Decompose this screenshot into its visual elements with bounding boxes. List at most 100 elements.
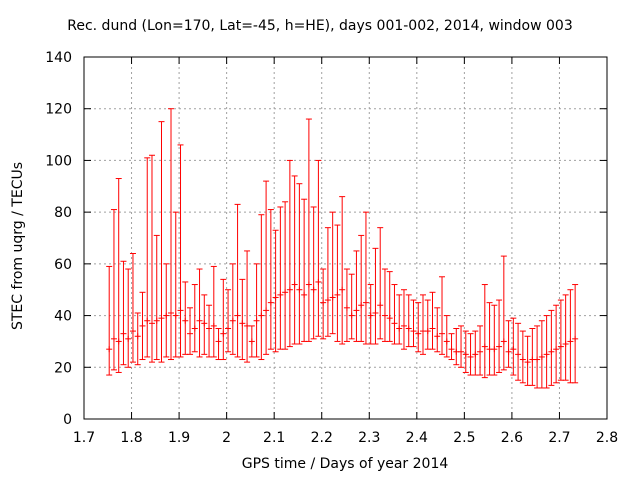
data-point — [334, 224, 341, 342]
data-point — [172, 211, 179, 358]
data-point — [234, 203, 241, 358]
data-point — [481, 284, 488, 379]
data-point — [429, 291, 436, 350]
data-point — [343, 268, 350, 342]
data-point — [253, 263, 260, 358]
data-point — [505, 320, 512, 368]
data-point — [248, 325, 255, 358]
data-point — [210, 265, 217, 358]
y-tick-label: 60 — [54, 257, 72, 273]
chart-title: Rec. dund (Lon=170, Lat=-45, h=HE), days… — [67, 18, 573, 34]
data-point — [458, 325, 465, 368]
axis-ticks: 1.7 1.8 1.9 2 2.1 2.2 2.3 2.4 2.5 2.6 2.7 2.8 0 20 40 6… — [45, 50, 618, 446]
data-point — [519, 330, 526, 384]
x-tick-label: 2.6 — [501, 430, 523, 446]
y-tick-label: 100 — [45, 153, 72, 169]
x-tick-label: 2.3 — [358, 430, 380, 446]
data-point — [120, 260, 127, 366]
data-point — [196, 268, 203, 358]
data-point — [386, 271, 393, 342]
data-point — [244, 250, 251, 363]
data-point — [272, 229, 279, 353]
data-point — [263, 180, 270, 355]
y-tick-label: 140 — [45, 50, 72, 66]
data-point — [182, 281, 189, 355]
x-tick-label: 2.2 — [311, 430, 333, 446]
data-point — [239, 278, 246, 361]
data-point — [529, 328, 536, 386]
data-point — [324, 227, 331, 337]
data-point — [220, 278, 227, 361]
data-point — [391, 284, 398, 345]
data-point — [315, 159, 322, 337]
data-point — [396, 294, 403, 345]
data-point — [148, 154, 155, 363]
data-point — [267, 209, 274, 350]
x-tick-label: 1.7 — [73, 430, 95, 446]
data-point — [168, 108, 175, 361]
x-tick-label: 1.9 — [168, 430, 190, 446]
data-point — [229, 263, 236, 355]
data-point — [443, 315, 450, 358]
data-point — [329, 211, 336, 335]
data-point — [372, 247, 379, 345]
data-point — [301, 198, 308, 342]
data-point — [424, 299, 431, 350]
x-tick-label: 1.8 — [120, 430, 142, 446]
data-point — [215, 328, 222, 361]
data-point — [106, 265, 113, 376]
data-point — [310, 206, 317, 340]
data-point — [400, 289, 407, 350]
data-point — [258, 214, 265, 361]
data-point — [134, 312, 141, 366]
data-point — [415, 302, 422, 353]
data-point — [129, 253, 136, 363]
y-tick-label: 0 — [63, 412, 72, 428]
data-point — [405, 294, 412, 348]
data-point — [486, 302, 493, 376]
data-point — [434, 307, 441, 353]
data-point — [110, 209, 117, 371]
x-tick-label: 2.8 — [596, 430, 618, 446]
y-tick-label: 120 — [45, 102, 72, 118]
data-point — [567, 289, 574, 384]
data-point — [472, 330, 479, 376]
data-point — [367, 284, 374, 345]
data-point — [353, 250, 360, 342]
data-point — [296, 183, 303, 345]
data-point — [419, 294, 426, 355]
y-tick-label: 20 — [54, 360, 72, 376]
data-point — [362, 211, 369, 345]
data-point — [462, 330, 469, 373]
data-point — [557, 299, 564, 381]
data-point — [191, 284, 198, 353]
data-point — [562, 294, 569, 381]
data-point — [291, 175, 298, 345]
data-point — [548, 309, 555, 386]
data-point — [320, 268, 327, 340]
data-point — [496, 299, 503, 373]
data-point — [158, 121, 165, 363]
data-point — [534, 325, 541, 389]
data-point — [277, 206, 284, 350]
data-point — [206, 304, 213, 358]
plot-frame — [83, 56, 608, 420]
y-tick-label: 80 — [54, 205, 72, 221]
data-point — [377, 227, 384, 340]
data-point — [144, 157, 151, 358]
data-point — [201, 294, 208, 355]
y-tick-label: 40 — [54, 309, 72, 325]
data-point — [339, 196, 346, 345]
data-point — [286, 159, 293, 348]
data-point — [225, 289, 232, 353]
data-point — [553, 304, 560, 384]
x-tick-label: 2.7 — [548, 430, 570, 446]
data-point — [153, 234, 160, 361]
data-point — [348, 273, 355, 340]
data-point — [453, 328, 460, 366]
data-point — [510, 317, 517, 376]
x-axis-label: GPS time / Days of year 2014 — [241, 456, 449, 472]
data-point — [282, 201, 289, 350]
data-point — [439, 276, 446, 355]
